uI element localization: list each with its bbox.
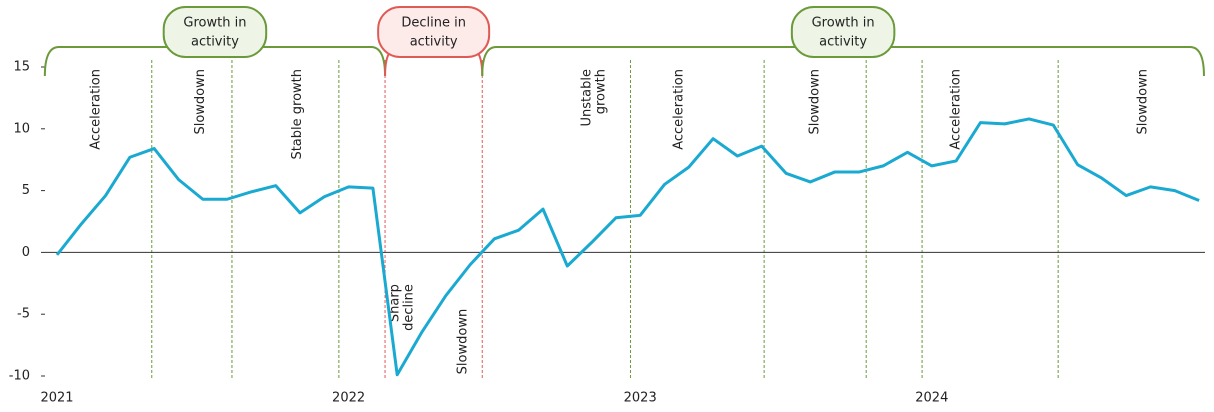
group-label: Growth in xyxy=(183,16,246,31)
x-tick-label: 2022 xyxy=(332,391,365,406)
phase-label: growth xyxy=(594,69,609,114)
series-line xyxy=(55,117,1200,377)
group-label: activity xyxy=(191,35,239,50)
phase-label: Slowdown xyxy=(1136,69,1151,135)
phase-label: Acceleration xyxy=(672,69,687,150)
y-tick-label: 15 xyxy=(13,60,30,75)
group-label-box xyxy=(377,6,491,58)
phase-label: Sharp xyxy=(388,284,403,322)
group-label-box xyxy=(162,6,268,58)
phase-label: Slowdown xyxy=(455,309,470,375)
x-tick-label: 2024 xyxy=(915,391,948,406)
phase-label: decline xyxy=(402,284,417,331)
y-tick-label: -5 xyxy=(17,307,30,322)
phase-label: Stable growth xyxy=(290,69,305,160)
y-tick-label: 10 xyxy=(13,121,30,136)
x-tick-label: 2023 xyxy=(624,391,657,406)
y-tick-label: -10 xyxy=(9,369,30,384)
group-label: Decline in xyxy=(401,16,466,31)
phase-label: Unstable xyxy=(580,69,595,126)
phase-label: Slowdown xyxy=(193,69,208,135)
phase-label: Acceleration xyxy=(949,69,964,150)
x-tick-label: 2021 xyxy=(40,391,73,406)
y-tick-label: 0 xyxy=(22,245,30,260)
group-label-box xyxy=(790,6,896,58)
phase-label: Acceleration xyxy=(88,69,103,150)
group-label: activity xyxy=(819,35,867,50)
group-label: activity xyxy=(410,35,458,50)
group-label: Growth in xyxy=(812,16,875,31)
y-tick-label: 5 xyxy=(22,183,30,198)
phase-label: Slowdown xyxy=(808,69,823,135)
